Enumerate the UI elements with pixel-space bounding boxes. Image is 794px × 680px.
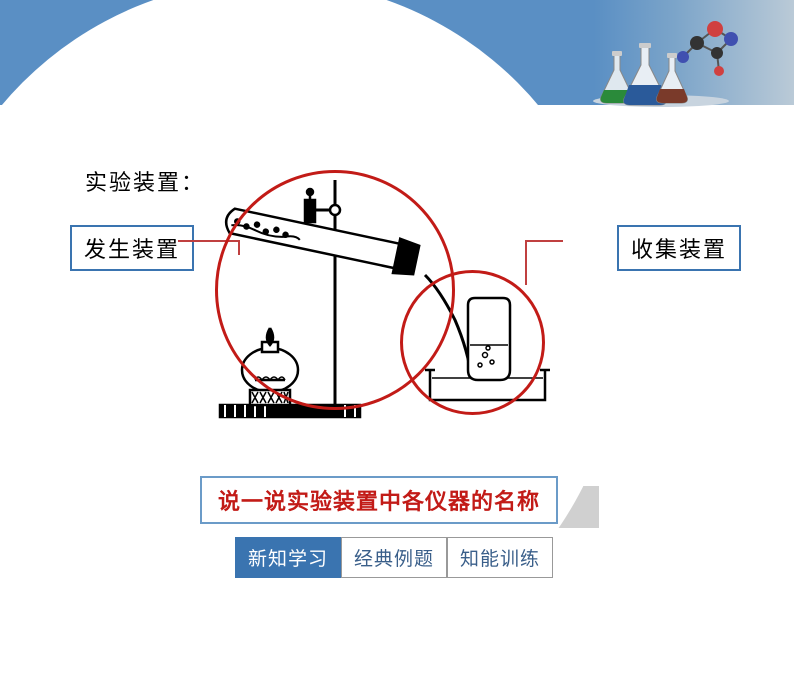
collector-circle <box>400 270 545 415</box>
nav-tabs: 新知学习 经典例题 知能训练 <box>235 537 553 578</box>
tab-classic-examples[interactable]: 经典例题 <box>341 537 447 578</box>
experiment-heading: 实验装置： <box>85 165 205 197</box>
tab-new-knowledge[interactable]: 新知学习 <box>235 537 341 578</box>
collector-label: 收集装置 <box>617 225 741 271</box>
generator-label: 发生装置 <box>70 225 194 271</box>
prompt-box: 说一说实验装置中各仪器的名称 <box>200 476 558 524</box>
chemistry-decoration <box>579 5 744 110</box>
tab-training[interactable]: 知能训练 <box>447 537 553 578</box>
